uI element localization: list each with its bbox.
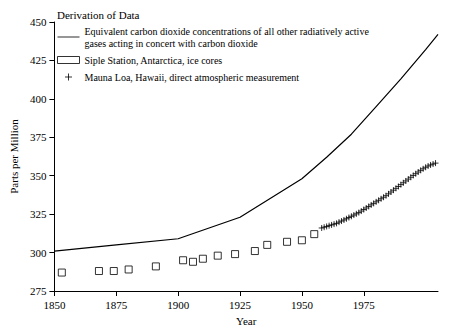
svg-text:Siple Station, Antarctica, ice: Siple Station, Antarctica, ice cores [85,55,223,66]
svg-text:1850: 1850 [43,299,66,311]
svg-text:300: 300 [30,247,47,259]
svg-text:gases acting in concert with c: gases acting in concert with carbon diox… [85,38,259,49]
svg-text:1950: 1950 [291,299,314,311]
svg-text:Equivalent carbon dioxide conc: Equivalent carbon dioxide concentrations… [85,26,372,37]
svg-text:Derivation of Data: Derivation of Data [57,9,140,21]
svg-text:325: 325 [30,208,47,220]
svg-text:425: 425 [30,54,47,66]
svg-text:275: 275 [30,285,47,297]
svg-text:Parts per Million: Parts per Million [8,119,20,194]
svg-text:375: 375 [30,131,47,143]
svg-text:1875: 1875 [105,299,128,311]
svg-text:400: 400 [30,93,47,105]
svg-text:Year: Year [236,315,257,327]
svg-text:1975: 1975 [353,299,376,311]
svg-text:350: 350 [30,170,47,182]
svg-text:1925: 1925 [229,299,252,311]
svg-text:Mauna Loa, Hawaii, direct atmo: Mauna Loa, Hawaii, direct atmospheric me… [85,72,300,83]
svg-text:1900: 1900 [167,299,190,311]
svg-text:450: 450 [30,16,47,28]
